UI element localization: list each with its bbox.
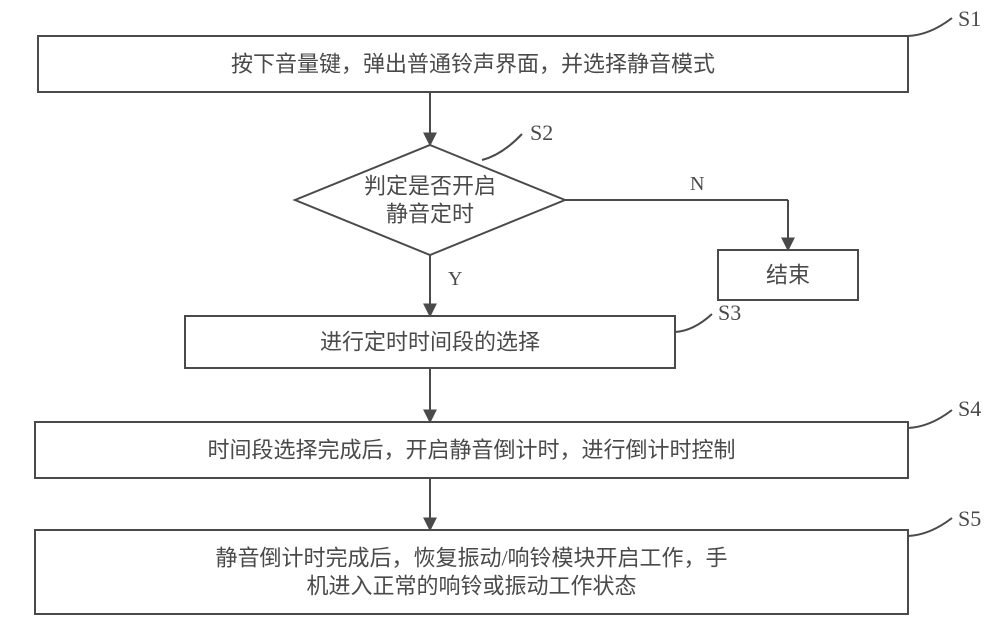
node-s4: 时间段选择完成后，开启静音倒计时，进行倒计时控制 xyxy=(35,422,908,478)
step-label-s5: S5 xyxy=(958,506,981,531)
node-s5: 静音倒计时完成后，恢复振动/响铃模块开启工作，手机进入正常的响铃或振动工作状态 xyxy=(35,530,908,614)
node-s1: 按下音量键，弹出普通铃声界面，并选择静音模式 xyxy=(38,36,908,92)
node-s3: 进行定时时间段的选择 xyxy=(185,316,675,368)
edge-label-Y: Y xyxy=(448,268,462,290)
node-s2: 判定是否开启静音定时 xyxy=(295,145,565,255)
tick-s3 xyxy=(675,314,712,332)
step-label-s4: S4 xyxy=(958,396,981,421)
tick-s4 xyxy=(908,410,952,428)
edge-label-N: N xyxy=(690,173,704,195)
svg-text:进行定时时间段的选择: 进行定时时间段的选择 xyxy=(320,330,540,355)
svg-text:静音倒计时完成后，恢复振动/响铃模块开启工作，手: 静音倒计时完成后，恢复振动/响铃模块开启工作，手 xyxy=(215,546,727,571)
tick-s5 xyxy=(908,518,952,536)
svg-text:时间段选择完成后，开启静音倒计时，进行倒计时控制: 时间段选择完成后，开启静音倒计时，进行倒计时控制 xyxy=(207,438,735,463)
svg-text:按下音量键，弹出普通铃声界面，并选择静音模式: 按下音量键，弹出普通铃声界面，并选择静音模式 xyxy=(231,52,715,77)
node-end: 结束 xyxy=(718,250,858,300)
svg-text:结束: 结束 xyxy=(766,263,810,288)
svg-text:判定是否开启: 判定是否开启 xyxy=(364,174,496,199)
tick-s2 xyxy=(482,134,522,160)
tick-s1 xyxy=(908,18,952,36)
svg-text:机进入正常的响铃或振动工作状态: 机进入正常的响铃或振动工作状态 xyxy=(306,574,636,599)
step-label-s1: S1 xyxy=(958,6,981,31)
step-label-s3: S3 xyxy=(718,300,741,325)
step-label-s2: S2 xyxy=(530,120,553,145)
svg-text:静音定时: 静音定时 xyxy=(386,202,474,227)
flowchart-diagram: 按下音量键，弹出普通铃声界面，并选择静音模式判定是否开启静音定时结束进行定时时间… xyxy=(0,0,1000,632)
